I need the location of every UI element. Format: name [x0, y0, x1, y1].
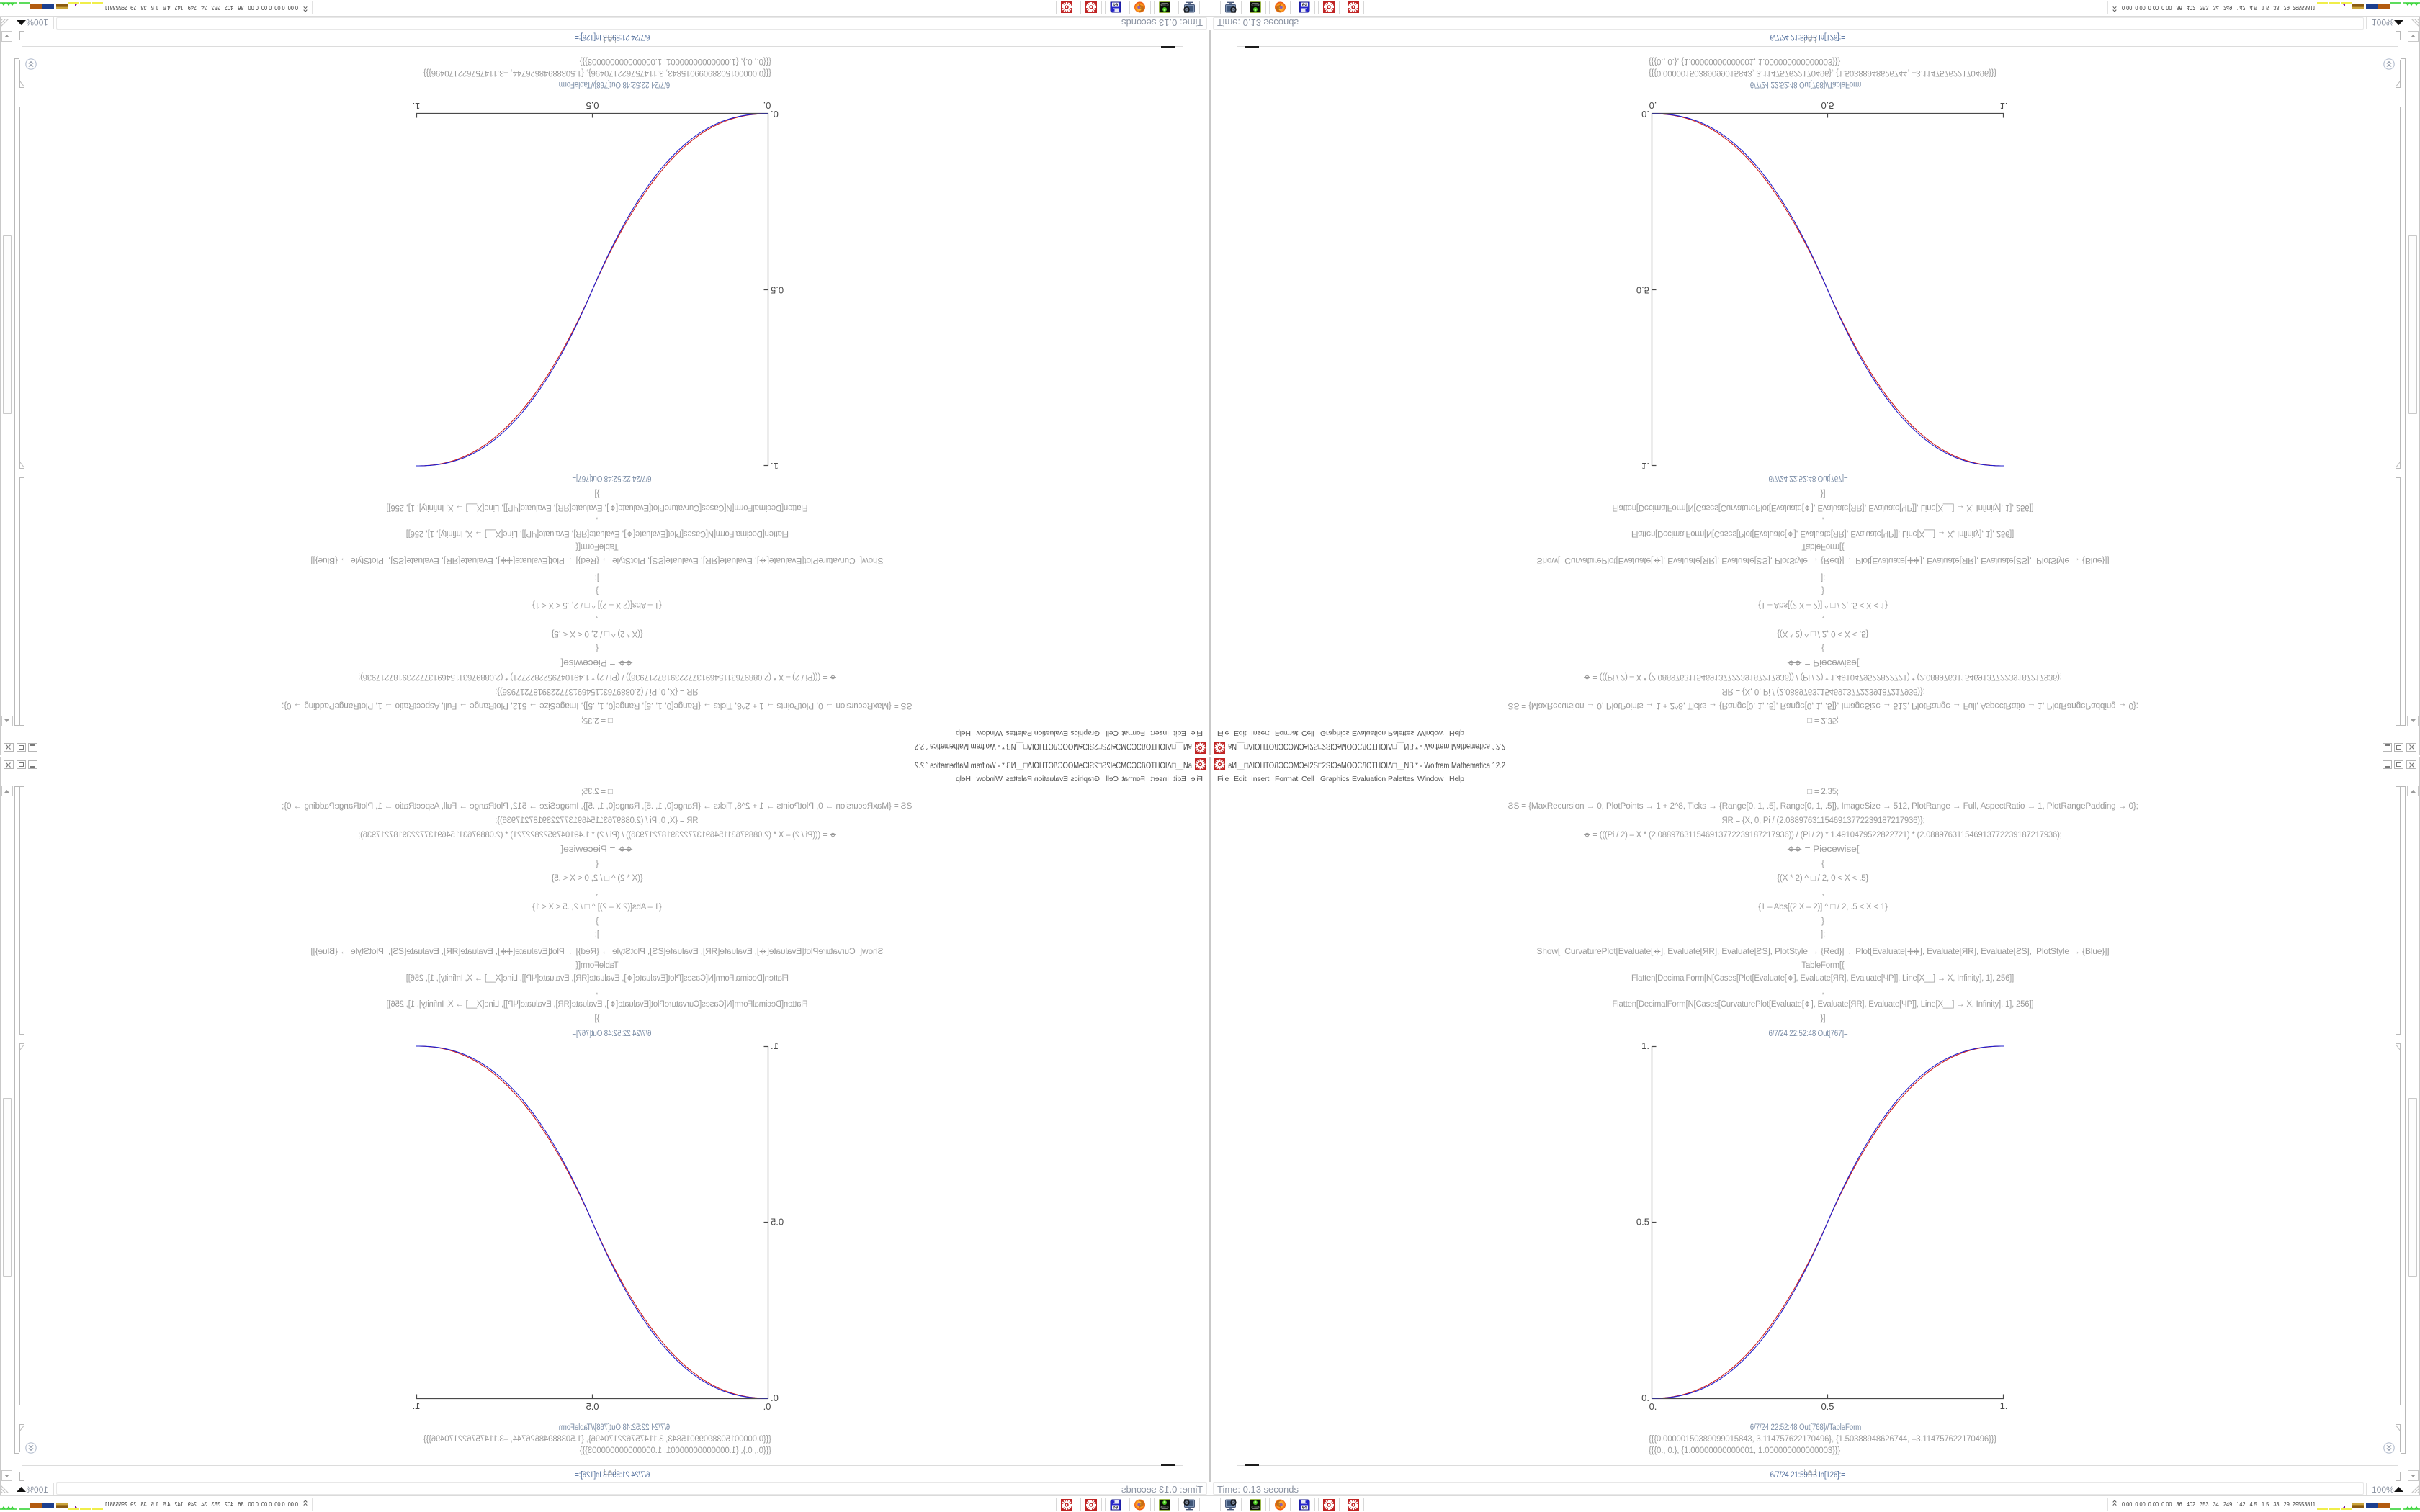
svg-text:64: 64 — [1302, 2, 1307, 6]
svg-text:0.: 0. — [771, 109, 779, 120]
svg-text:0.: 0. — [1649, 1401, 1657, 1412]
svg-text:1.: 1. — [771, 461, 779, 472]
svg-text:64: 64 — [1302, 1506, 1307, 1510]
svg-text:0.: 0. — [1641, 109, 1649, 120]
svg-text:0.5: 0.5 — [586, 1401, 599, 1412]
svg-text:0.5: 0.5 — [586, 100, 599, 111]
svg-text:0.5: 0.5 — [1821, 1401, 1834, 1412]
svg-text:1.: 1. — [413, 1400, 421, 1411]
svg-text:0.: 0. — [771, 1392, 779, 1403]
svg-text:1.: 1. — [771, 1040, 779, 1051]
svg-text:0.: 0. — [1649, 100, 1657, 111]
svg-text:64: 64 — [1113, 1506, 1118, 1510]
svg-text:0.5: 0.5 — [771, 285, 784, 296]
svg-text:1.: 1. — [1641, 461, 1649, 472]
svg-text:1.: 1. — [413, 101, 421, 112]
svg-text:0.: 0. — [763, 1401, 771, 1412]
svg-text:0.: 0. — [763, 100, 771, 111]
svg-text:0.5: 0.5 — [1821, 100, 1834, 111]
svg-text:0.5: 0.5 — [1636, 285, 1649, 296]
svg-text:1.: 1. — [2000, 1400, 2008, 1411]
svg-text:0.: 0. — [1641, 1392, 1649, 1403]
svg-text:1.: 1. — [2000, 101, 2008, 112]
svg-text:64: 64 — [1113, 2, 1118, 6]
svg-text:0.5: 0.5 — [771, 1217, 784, 1228]
svg-text:0.5: 0.5 — [1636, 1217, 1649, 1228]
svg-text:1.: 1. — [1641, 1040, 1649, 1051]
